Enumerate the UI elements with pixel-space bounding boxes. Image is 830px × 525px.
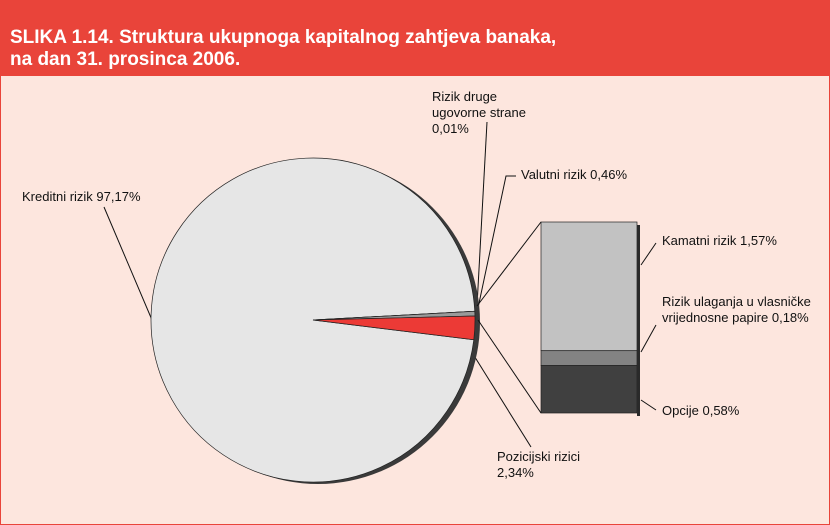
leader-line (476, 121, 488, 307)
label-name: Pozicijski rizici (497, 449, 581, 464)
leader-line (640, 324, 657, 353)
leader-line (640, 399, 657, 411)
label-value: 0,46% (590, 167, 628, 182)
bar-segment (540, 221, 638, 352)
slice-label: Kreditni rizik 97,17% (22, 189, 141, 205)
slice-label: Pozicijski rizici 2,34% (497, 449, 589, 481)
bar-shadow (637, 225, 640, 416)
label-value: 0,01% (432, 121, 469, 136)
leader-line (103, 206, 153, 321)
label-name: Opcije (662, 403, 699, 418)
leader-line (477, 175, 516, 309)
bar-label: Opcije 0,58% (662, 403, 739, 419)
label-value: 0,58% (702, 403, 740, 418)
label-value: 2,34% (497, 465, 534, 480)
connector (477, 319, 542, 414)
label-value: 97,17% (96, 189, 141, 204)
label-name: Rizik ulaganja u vlasničke vrijednosne p… (662, 294, 811, 325)
label-name: Rizik druge ugovorne strane (432, 89, 526, 120)
label-value: 1,57% (740, 233, 777, 248)
bar-label: Rizik ulaganja u vlasničke vrijednosne p… (662, 294, 822, 326)
connector (476, 221, 542, 307)
label-name: Kamatni rizik (662, 233, 737, 248)
pie-slice (150, 157, 476, 483)
label-value: 0,18% (771, 310, 809, 325)
bar-segment (540, 350, 638, 366)
slice-label: Rizik druge ugovorne strane 0,01% (432, 89, 544, 137)
leader-line (640, 242, 657, 266)
label-name: Valutni rizik (521, 167, 587, 182)
bar-label: Kamatni rizik 1,57% (662, 233, 777, 249)
header: SLIKA 1.14. Struktura ukupnoga kapitalno… (0, 0, 830, 76)
pie-slice (312, 315, 476, 341)
slice-label: Valutni rizik 0,46% (521, 167, 627, 183)
bar-segment (540, 365, 638, 414)
label-name: Kreditni rizik (22, 189, 93, 204)
chart-title: SLIKA 1.14. Struktura ukupnoga kapitalno… (10, 27, 557, 70)
